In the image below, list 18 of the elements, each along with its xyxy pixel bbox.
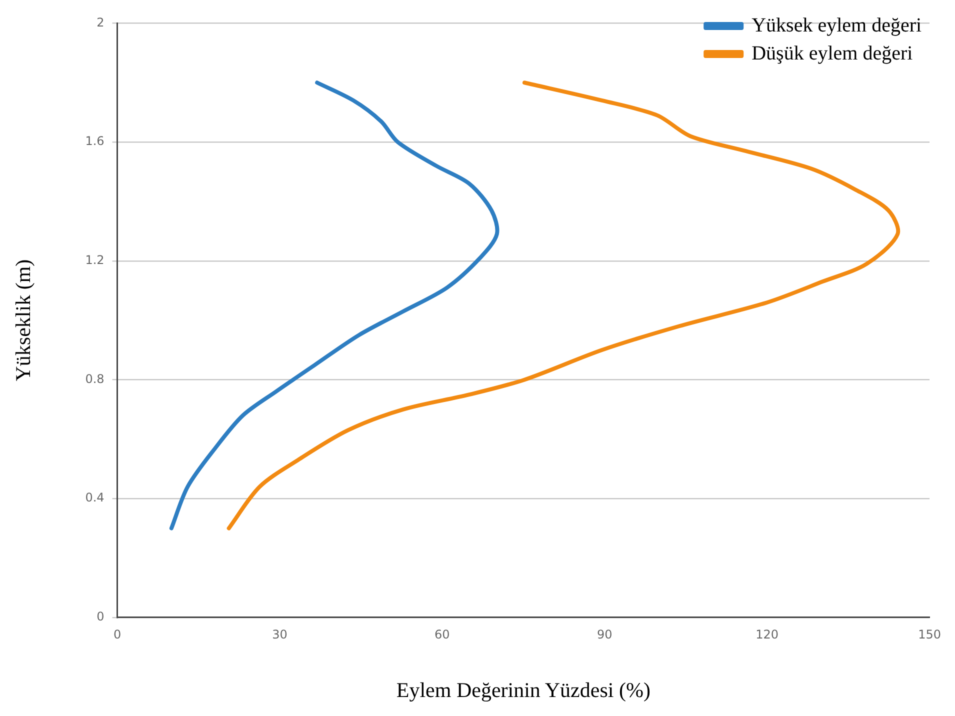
y-tick-label: 0.4 (85, 490, 104, 505)
legend-label: Yüksek eylem değeri (752, 14, 922, 36)
y-tick-label: 0 (96, 610, 104, 624)
x-tick-label: 120 (756, 628, 779, 642)
y-tick-label: 0.8 (85, 372, 104, 386)
line-series (169, 80, 500, 530)
y-tick-label: 1.2 (85, 253, 104, 268)
y-axis-title: Yükseklik (m) (11, 259, 36, 382)
y-tick-label: 2 (96, 15, 104, 30)
y-tick-label: 1.6 (85, 134, 104, 148)
x-tick-label: 60 (434, 628, 450, 642)
x-tick-label: 150 (918, 628, 941, 642)
line-series (226, 80, 900, 530)
legend-label: Düşük eylem değeri (752, 42, 914, 64)
x-tick-label: 0 (113, 628, 122, 642)
x-tick-label: 30 (272, 628, 288, 642)
x-tick-label: 90 (597, 628, 612, 642)
x-axis-title: Eylem Değerinin Yüzdesi (%) (396, 678, 650, 702)
